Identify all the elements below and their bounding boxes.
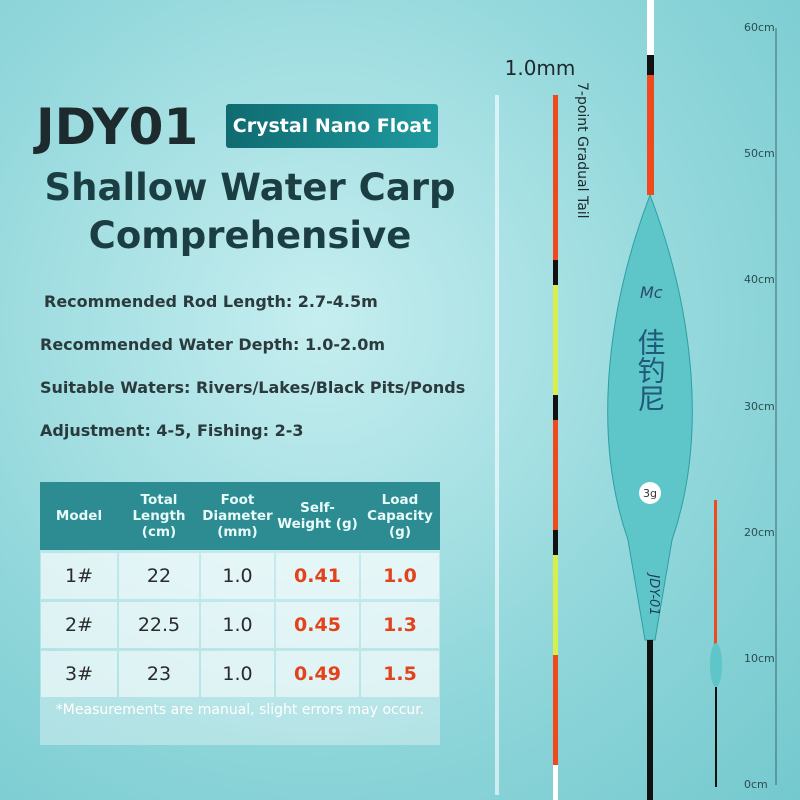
header-cell: Load Capacity (g) (367, 492, 433, 540)
ruler-label: 30cm (744, 399, 775, 413)
tip-size: 1.0mm (505, 56, 576, 80)
table-cell: 1.0 (361, 553, 439, 599)
small-float (715, 687, 717, 787)
float-code: JDY-01 (646, 571, 661, 615)
title-line: Comprehensive (88, 214, 412, 257)
weight-badge: 3g (643, 487, 657, 500)
ruler-label: 0cm (744, 778, 768, 791)
spec: Recommended Rod Length: 2.7-4.5m (44, 292, 378, 311)
table-cell: 23 (119, 651, 199, 697)
table-cell: 0.45 (276, 602, 359, 648)
table-cell: 22.5 (119, 602, 199, 648)
ruler-label: 20cm (744, 525, 775, 539)
table-cell: 1.0 (201, 553, 274, 599)
table-cell: 1.0 (201, 602, 274, 648)
table-cell: 2# (41, 602, 117, 648)
ruler-label: 10cm (744, 651, 775, 665)
table-cell: 1.0 (201, 651, 274, 697)
table-cell: 22 (119, 553, 199, 599)
model-code: JDY01 (36, 98, 199, 156)
ruler-label: 40cm (744, 273, 775, 287)
badge-circle (639, 482, 661, 504)
table-cell: 1.3 (361, 602, 439, 648)
brand: 佳钓尼 (634, 328, 667, 412)
float-body (607, 193, 693, 641)
ruler-label: 60cm (744, 21, 775, 34)
badge: Crystal Nano Float (226, 104, 438, 148)
footnote: *Measurements are manual, slight errors … (55, 702, 425, 718)
small-float (714, 500, 717, 650)
header-cell: Self-Weight (g) (277, 500, 358, 532)
table-header (40, 482, 440, 550)
title-line: Shallow Water Carp (44, 166, 456, 209)
table-cell: 1# (41, 553, 117, 599)
stick (495, 95, 499, 795)
spec: Suitable Waters: Rivers/Lakes/Black Pits… (40, 378, 466, 397)
table-cell: 1.5 (361, 651, 439, 697)
spec: Adjustment: 4-5, Fishing: 2-3 (40, 421, 304, 440)
table-cell: 0.41 (276, 553, 359, 599)
spec: Recommended Water Depth: 1.0-2.0m (40, 335, 385, 354)
float-tip (647, 55, 654, 75)
spec-table: Model Total Length (cm) Foot Diameter (mm)… (40, 482, 440, 745)
logo: Mc (640, 283, 663, 302)
small-float (710, 643, 722, 687)
header-cell: Foot Diameter (mm) (202, 492, 273, 540)
header-cell: Total Length (cm) (132, 492, 186, 540)
ruler-label: 50cm (744, 147, 775, 161)
float-foot (647, 640, 653, 800)
float-tip (647, 0, 654, 55)
tail-note: 7-point Gradual Tail (574, 82, 590, 219)
float-tip (647, 75, 654, 195)
tail (553, 95, 558, 800)
table-cell: 0.49 (276, 651, 359, 697)
table-cell: 3# (41, 651, 117, 697)
header-cell: Model (55, 508, 103, 524)
